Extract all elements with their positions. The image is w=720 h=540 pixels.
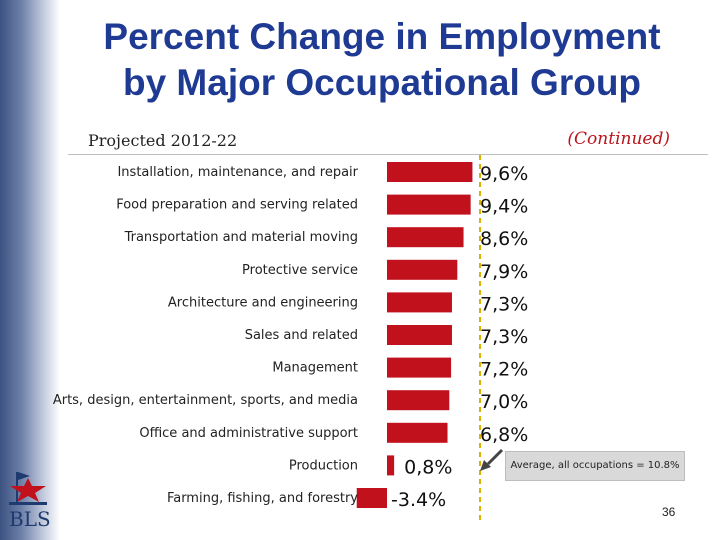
- chart-subtitle: Projected 2012-22: [88, 131, 238, 150]
- side-gradient-band: [0, 0, 60, 540]
- category-label-8: Office and administrative support: [139, 426, 358, 441]
- title-line-1: Percent Change in Employment: [103, 16, 661, 57]
- slide-title: Percent Change in Employment by Major Oc…: [62, 14, 702, 106]
- category-label-9: Production: [289, 458, 358, 473]
- category-label-0: Installation, maintenance, and repair: [117, 165, 358, 180]
- bar-2: [387, 227, 464, 248]
- category-label-7: Arts, design, entertainment, sports, and…: [53, 393, 358, 408]
- value-label-1: 9,4%: [480, 196, 528, 218]
- bls-logo-icon: [9, 472, 47, 505]
- value-label-8: 6,8%: [480, 424, 528, 446]
- title-divider: [68, 154, 708, 155]
- value-label-3: 7,9%: [480, 261, 528, 283]
- bar-4: [387, 292, 452, 313]
- average-note-box: Average, all occupations = 10.8%: [505, 451, 685, 481]
- labels-layer: Installation, maintenance, and repair 9,6…: [53, 163, 528, 511]
- category-label-5: Sales and related: [245, 328, 358, 343]
- value-label-2: 8,6%: [480, 228, 528, 250]
- value-label-9: 0,8%: [404, 456, 452, 478]
- category-label-6: Management: [272, 361, 358, 376]
- bar-1: [387, 194, 471, 215]
- bar-8: [387, 422, 448, 443]
- value-label-7: 7,0%: [480, 391, 528, 413]
- value-label-6: 7,2%: [480, 359, 528, 381]
- bar-5: [387, 325, 452, 345]
- category-label-1: Food preparation and serving related: [116, 198, 358, 213]
- bar-10: [356, 488, 387, 508]
- bar-7: [387, 390, 450, 411]
- category-label-2: Transportation and material moving: [124, 230, 358, 245]
- bar-6: [387, 357, 452, 378]
- category-label-10: Farming, fishing, and forestry: [167, 491, 358, 506]
- average-pointer-arrow: [480, 448, 504, 471]
- title-line-2: by Major Occupational Group: [122, 62, 642, 103]
- page-number: 36: [662, 505, 676, 519]
- bars-layer: [356, 162, 473, 508]
- continued-label: (Continued): [567, 129, 670, 149]
- category-label-3: Protective service: [242, 263, 358, 278]
- value-label-0: 9,6%: [480, 163, 528, 185]
- bar-9: [387, 455, 395, 476]
- bls-logo-text: BLS: [9, 507, 51, 531]
- bar-3: [387, 259, 458, 280]
- value-label-10: -3.4%: [391, 489, 446, 511]
- value-label-4: 7,3%: [480, 293, 528, 315]
- bar-0: [387, 162, 473, 182]
- value-label-5: 7,3%: [480, 326, 528, 348]
- category-label-4: Architecture and engineering: [168, 295, 358, 310]
